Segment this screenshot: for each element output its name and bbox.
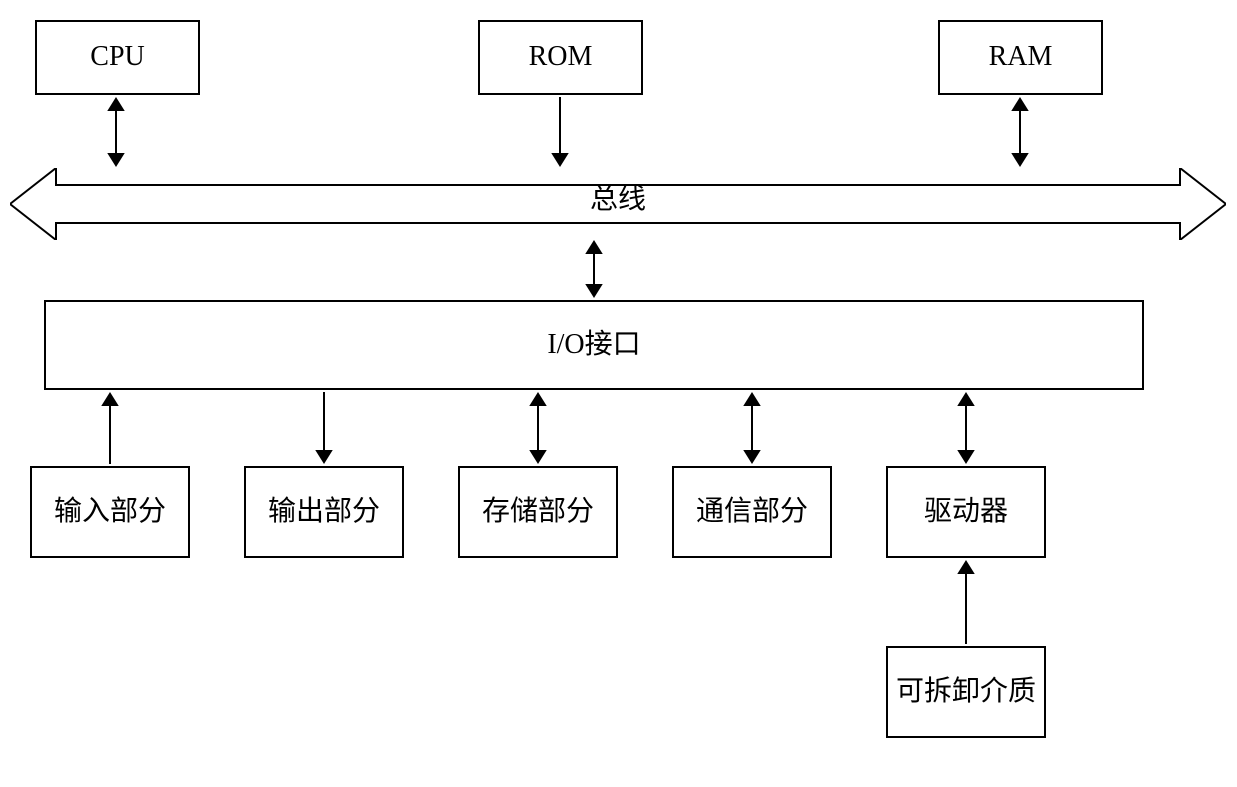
node-bus-label: 总线 [590, 182, 646, 218]
node-cpu-label: CPU [90, 39, 144, 75]
node-rom-label: ROM [529, 39, 593, 75]
node-bus-label-wrap: 总线 [10, 168, 1226, 240]
node-storage-label: 存储部分 [482, 494, 594, 530]
node-ram: RAM [938, 20, 1103, 95]
node-output: 输出部分 [244, 466, 404, 558]
node-driver-label: 驱动器 [924, 494, 1008, 530]
node-io-label: I/O接口 [547, 327, 640, 363]
node-output-label: 输出部分 [268, 494, 380, 530]
node-storage: 存储部分 [458, 466, 618, 558]
node-rom: ROM [478, 20, 643, 95]
node-comm-label: 通信部分 [696, 494, 808, 530]
node-input: 输入部分 [30, 466, 190, 558]
node-cpu: CPU [35, 20, 200, 95]
node-comm: 通信部分 [672, 466, 832, 558]
node-ram-label: RAM [989, 39, 1053, 75]
node-driver: 驱动器 [886, 466, 1046, 558]
node-io: I/O接口 [44, 300, 1144, 390]
node-removable: 可拆卸介质 [886, 646, 1046, 738]
node-removable-label: 可拆卸介质 [896, 674, 1036, 710]
node-input-label: 输入部分 [54, 494, 166, 530]
edges-layer [0, 0, 1237, 787]
